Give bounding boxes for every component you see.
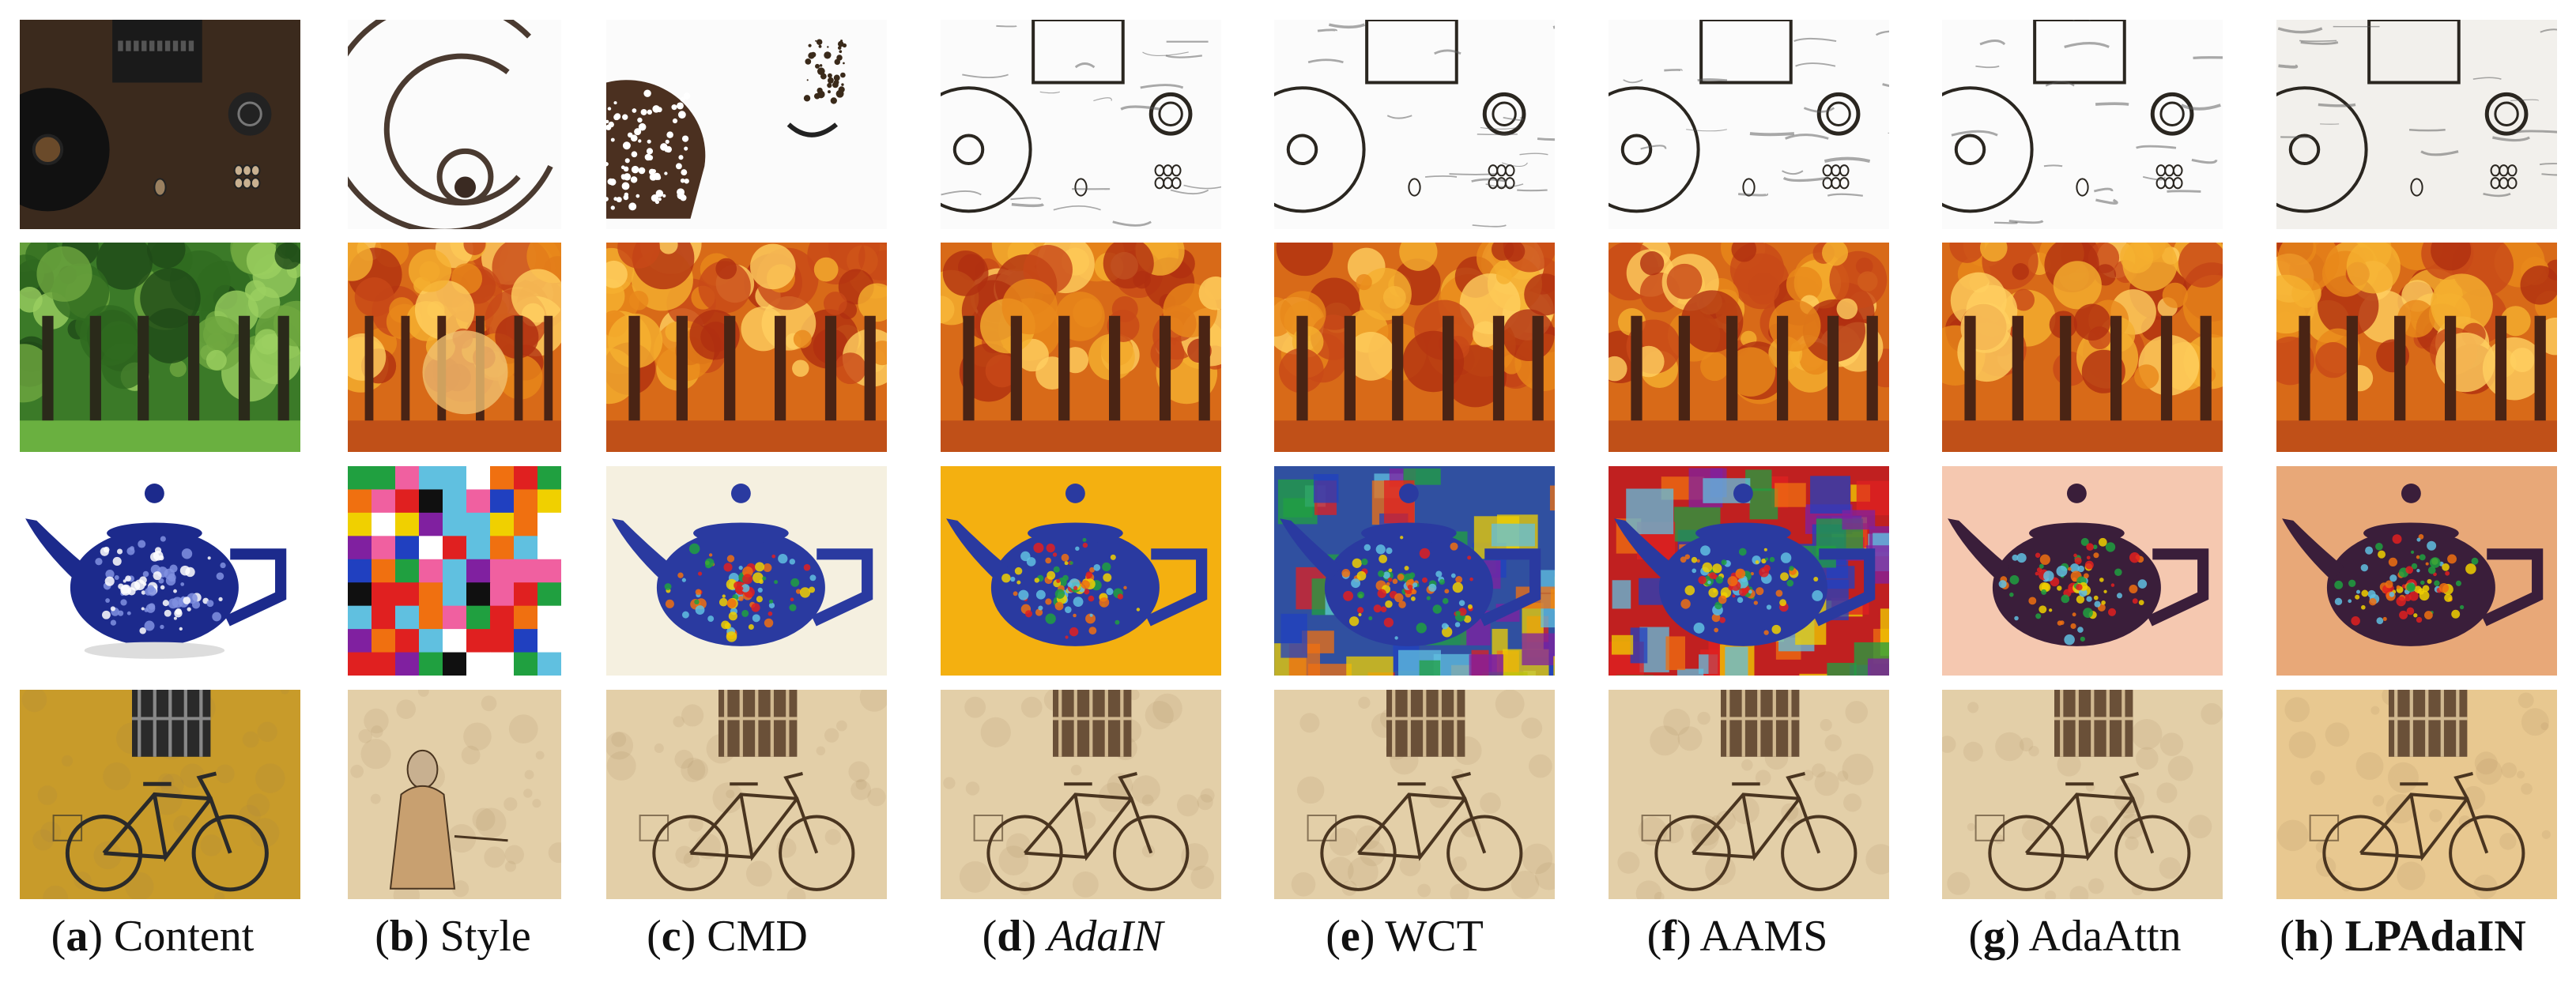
image-desk-with-record-player-adain [941,20,1221,229]
caption-label: LPAdaIN [2344,912,2526,961]
image-content [348,243,561,452]
caption-letter: e [1340,912,1360,961]
caption-label: AdaIN [1047,912,1164,961]
image-content [348,466,561,676]
image-desk-with-record-player-cmd [606,20,887,229]
image-content [1942,466,2223,676]
image-content [1942,690,2223,899]
image-bicycle-by-wall-content [20,690,300,899]
caption-d: (d) AdaIN [982,912,1164,961]
image-content [606,466,887,676]
caption-letter: b [389,912,415,961]
image-content [941,466,1221,676]
image-forest-trees-cmd [606,243,887,452]
image-content [20,466,300,676]
caption-f: (f) AAMS [1646,912,1828,961]
image-bicycle-by-wall-lpadain [2276,690,2557,899]
image-content [348,20,561,229]
image-content [941,243,1221,452]
image-content [1274,243,1555,452]
image-desk-with-record-player-style [348,20,561,229]
caption-e: (e) WCT [1326,912,1484,961]
image-teapot-wct [1274,466,1555,676]
image-teapot-adaattn [1942,466,2223,676]
image-teapot-aams [1609,466,1889,676]
image-content [2276,243,2557,452]
image-content [606,20,887,229]
image-content [1942,243,2223,452]
image-forest-trees-lpadain [2276,243,2557,452]
caption-c: (c) CMD [647,912,808,961]
caption-letter: d [997,912,1022,961]
image-content [941,20,1221,229]
image-content [1609,20,1889,229]
image-content [2276,690,2557,899]
image-teapot-cmd [606,466,887,676]
caption-label: Content [113,912,255,961]
caption-label: WCT [1385,912,1484,961]
image-desk-with-record-player-wct [1274,20,1555,229]
caption-letter: h [2294,912,2319,961]
caption-a: (a) Content [51,912,255,961]
image-forest-trees-content [20,243,300,452]
caption-g: (g) AdaAttn [1968,912,2182,961]
image-content [1274,466,1555,676]
caption-letter: g [1983,912,2006,961]
caption-label: Style [439,912,531,961]
caption-label: CMD [707,912,808,961]
image-bicycle-by-wall-style [348,690,561,899]
image-content [20,690,300,899]
image-desk-with-record-player-lpadain [2276,20,2557,229]
image-content [1942,20,2223,229]
image-teapot-style [348,466,561,676]
image-content [348,690,561,899]
image-teapot-adain [941,466,1221,676]
image-bicycle-by-wall-aams [1609,690,1889,899]
caption-h: (h) LPAdaIN [2280,912,2526,961]
image-content [1609,690,1889,899]
image-content [20,20,300,229]
image-content [606,243,887,452]
image-content [1274,690,1555,899]
image-desk-with-record-player-adaattn [1942,20,2223,229]
image-bicycle-by-wall-adaattn [1942,690,2223,899]
image-forest-trees-adain [941,243,1221,452]
image-content [2276,20,2557,229]
image-desk-with-record-player-content [20,20,300,229]
image-bicycle-by-wall-cmd [606,690,887,899]
caption-letter: f [1661,912,1676,961]
image-forest-trees-aams [1609,243,1889,452]
image-content [1609,466,1889,676]
caption-label: AAMS [1699,912,1828,961]
caption-label: AdaAttn [2028,912,2182,961]
image-forest-trees-adaattn [1942,243,2223,452]
caption-letter: c [661,912,681,961]
caption-letter: a [66,912,89,961]
caption-b: (b) Style [375,912,531,961]
image-content [941,690,1221,899]
image-content [2276,466,2557,676]
image-teapot-content [20,466,300,676]
image-bicycle-by-wall-wct [1274,690,1555,899]
image-forest-trees-style [348,243,561,452]
image-content [1609,243,1889,452]
image-bicycle-by-wall-adain [941,690,1221,899]
image-content [1274,20,1555,229]
image-desk-with-record-player-aams [1609,20,1889,229]
image-teapot-lpadain [2276,466,2557,676]
image-content [606,690,887,899]
image-content [20,243,300,452]
image-forest-trees-wct [1274,243,1555,452]
